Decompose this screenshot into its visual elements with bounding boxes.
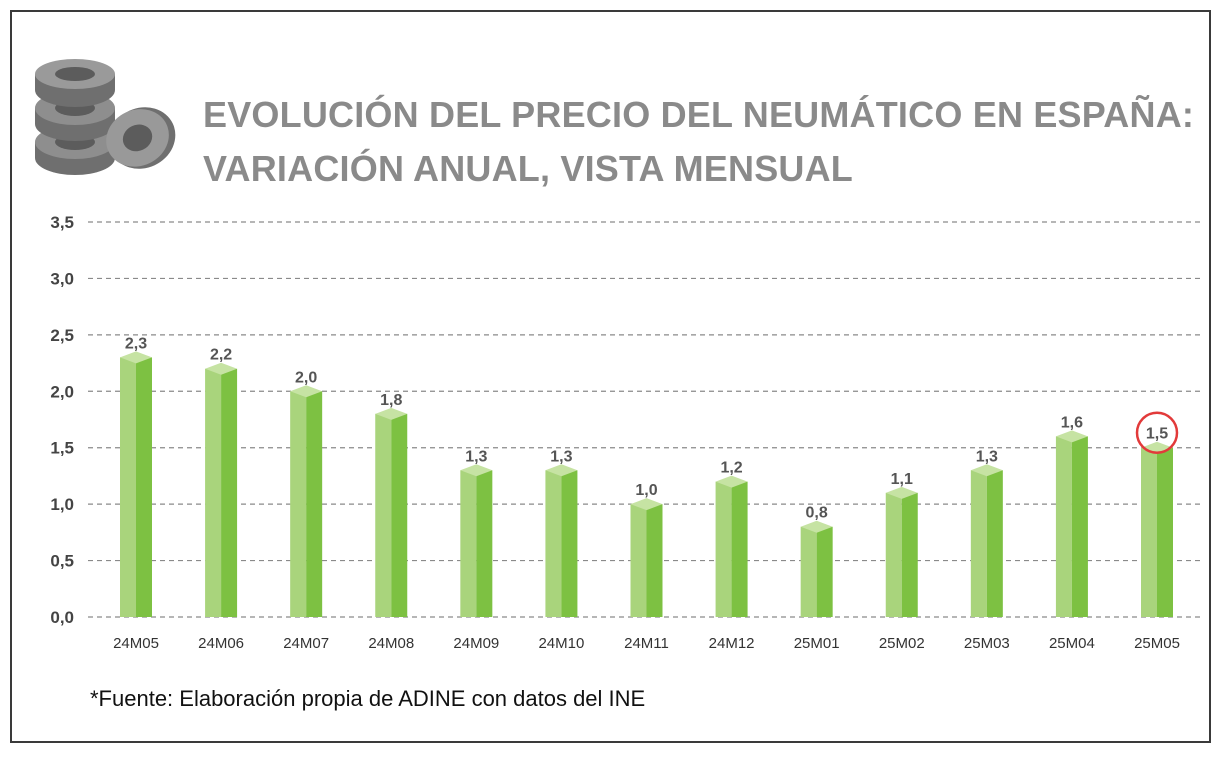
data-label: 1,5 bbox=[1146, 426, 1168, 443]
data-label: 0,8 bbox=[806, 505, 828, 522]
y-tick-label: 2,5 bbox=[50, 326, 74, 345]
bar-25M02 bbox=[885, 492, 902, 617]
x-tick-label: 25M02 bbox=[879, 635, 925, 652]
data-label: 1,8 bbox=[380, 392, 402, 409]
y-tick-label: 0,0 bbox=[50, 608, 74, 627]
bar-top bbox=[290, 385, 323, 398]
x-tick-label: 24M08 bbox=[368, 635, 414, 652]
red-circle-highlight bbox=[1135, 411, 1179, 454]
bar-shade bbox=[391, 413, 408, 617]
bar-24M07 bbox=[290, 391, 307, 617]
y-tick-label: 3,5 bbox=[50, 213, 74, 232]
x-tick-label: 25M04 bbox=[1049, 635, 1095, 652]
data-label: 1,6 bbox=[1061, 414, 1083, 431]
y-tick-label: 0,5 bbox=[50, 552, 74, 571]
x-tick-label: 24M07 bbox=[283, 635, 329, 652]
chart-title-line-1: EVOLUCIÓN DEL PRECIO DEL NEUMÁTICO EN ES… bbox=[203, 94, 1195, 135]
x-tick-label: 24M12 bbox=[709, 635, 755, 652]
bar-top bbox=[800, 520, 833, 533]
bar-top bbox=[1055, 430, 1088, 443]
x-tick-label: 24M11 bbox=[624, 635, 669, 652]
data-label: 1,1 bbox=[891, 471, 913, 488]
bar-top bbox=[460, 464, 493, 477]
x-tick-label: 25M01 bbox=[794, 635, 840, 652]
bar-shade bbox=[1071, 436, 1088, 617]
bar-shade bbox=[816, 526, 833, 617]
bar-top bbox=[630, 498, 663, 511]
x-tick-label: 25M03 bbox=[964, 635, 1010, 652]
data-label: 1,3 bbox=[465, 448, 487, 465]
bar-24M06 bbox=[205, 368, 222, 617]
bar-25M01 bbox=[800, 526, 817, 617]
x-tick-label: 24M10 bbox=[538, 635, 584, 652]
bar-25M04 bbox=[1055, 436, 1072, 617]
data-label: 1,0 bbox=[635, 482, 657, 499]
x-tick-label: 24M09 bbox=[453, 635, 499, 652]
data-label: 1,3 bbox=[976, 448, 998, 465]
bar-24M11 bbox=[630, 504, 647, 617]
bar-24M09 bbox=[460, 470, 477, 617]
chart-title-line-2: VARIACIÓN ANUAL, VISTA MENSUAL bbox=[203, 148, 853, 189]
source-note: *Fuente: Elaboración propia de ADINE con… bbox=[90, 686, 646, 711]
y-tick-label: 1,5 bbox=[50, 439, 74, 458]
bar-shade bbox=[731, 481, 748, 617]
bar-top bbox=[205, 362, 238, 375]
x-tick-label: 24M05 bbox=[113, 635, 159, 652]
data-label: 1,2 bbox=[720, 460, 742, 477]
bar-shade bbox=[646, 504, 663, 617]
bar-25M03 bbox=[970, 470, 987, 617]
bar-top bbox=[885, 486, 918, 499]
y-tick-label: 1,0 bbox=[50, 495, 74, 514]
bar-25M05 bbox=[1141, 447, 1157, 617]
data-label: 1,3 bbox=[550, 448, 572, 465]
bar-shade bbox=[221, 368, 238, 617]
data-label: 2,2 bbox=[210, 347, 232, 364]
chart-title: EVOLUCIÓN DEL PRECIO DEL NEUMÁTICO EN ES… bbox=[203, 88, 1194, 196]
bar-top bbox=[120, 351, 152, 364]
bar-top bbox=[715, 475, 748, 488]
bar-shade bbox=[561, 470, 578, 617]
x-tick-label: 24M06 bbox=[198, 635, 244, 652]
bar-24M05 bbox=[120, 357, 136, 617]
bar-top bbox=[375, 407, 408, 420]
bar-top bbox=[970, 464, 1003, 477]
tire-stack-icon bbox=[35, 59, 176, 175]
bar-shade bbox=[136, 357, 152, 617]
y-tick-label: 3,0 bbox=[50, 269, 74, 288]
bar-24M10 bbox=[545, 470, 562, 617]
bar-24M08 bbox=[375, 413, 392, 617]
bar-shade bbox=[901, 492, 918, 617]
bar-shade bbox=[306, 391, 323, 617]
y-tick-label: 2,0 bbox=[50, 382, 74, 401]
bar-shade bbox=[476, 470, 493, 617]
bar-top bbox=[545, 464, 578, 477]
x-tick-label: 25M05 bbox=[1134, 635, 1180, 652]
bar-shade bbox=[986, 470, 1003, 617]
bar-24M12 bbox=[715, 481, 732, 617]
data-label: 2,0 bbox=[295, 369, 317, 386]
data-label: 2,3 bbox=[125, 335, 147, 352]
bar-shade bbox=[1157, 447, 1173, 617]
